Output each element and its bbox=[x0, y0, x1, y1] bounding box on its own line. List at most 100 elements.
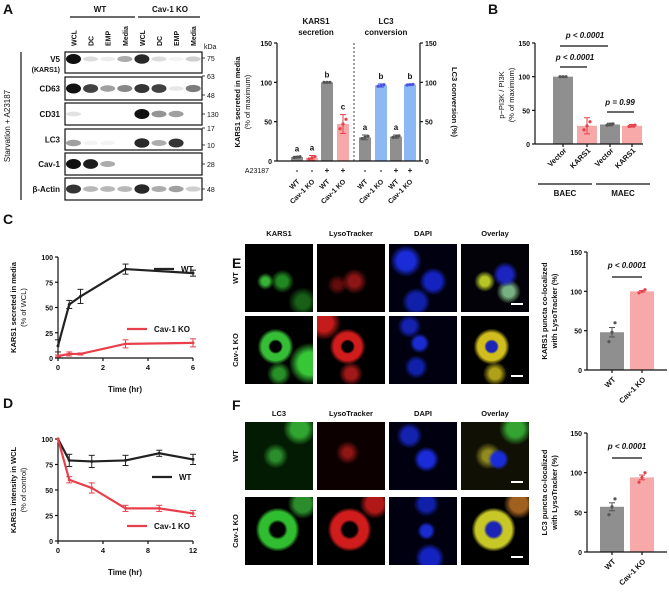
y-tick-label: 100 bbox=[570, 289, 582, 296]
data-point bbox=[613, 497, 617, 501]
data-point bbox=[376, 84, 380, 88]
blot-band bbox=[134, 83, 150, 94]
data-point bbox=[611, 122, 615, 126]
data-point bbox=[394, 135, 398, 139]
panel-label-c: C bbox=[3, 211, 13, 227]
blot-row-label: β-Actin bbox=[32, 185, 60, 194]
data-point bbox=[360, 136, 364, 141]
blot-band bbox=[151, 139, 167, 147]
treatment-sign: + bbox=[341, 166, 346, 175]
scale-bar bbox=[511, 375, 523, 377]
group-label-ko: Cav-1 KO bbox=[152, 5, 188, 14]
kda-marker: 10 bbox=[207, 143, 215, 150]
treatment-sign: - bbox=[296, 166, 299, 175]
p-value: p < 0.0001 bbox=[555, 53, 595, 62]
group-label: MAEC bbox=[611, 189, 635, 198]
treatment-sign: + bbox=[394, 166, 399, 175]
y-tick-label: 0 bbox=[49, 539, 53, 546]
x-tick-label: 12 bbox=[189, 546, 197, 555]
row-label: WT bbox=[231, 272, 240, 284]
blot-band bbox=[100, 56, 116, 62]
bar bbox=[375, 85, 387, 161]
y-tick-label: 0 bbox=[526, 142, 530, 149]
data-point bbox=[640, 475, 644, 480]
data-point bbox=[633, 123, 637, 127]
blot-band bbox=[83, 56, 99, 62]
data-point bbox=[585, 124, 589, 128]
data-point bbox=[643, 288, 647, 292]
y-tick-label: 50 bbox=[264, 120, 272, 127]
micrograph-e-lysotracker bbox=[317, 316, 385, 384]
category-label: Cav-1 KO bbox=[617, 557, 647, 587]
blot-band bbox=[100, 140, 116, 146]
blot-row-label: V5 bbox=[50, 55, 60, 64]
p-value: p = 0.99 bbox=[604, 98, 635, 107]
series-line-cav-1-ko bbox=[56, 438, 194, 515]
row-label: WT bbox=[231, 450, 240, 462]
y-tick-label: 150 bbox=[260, 41, 272, 48]
blot-band bbox=[151, 84, 167, 93]
data-point bbox=[341, 122, 345, 126]
y-tick-label: 50 bbox=[522, 108, 530, 115]
lane-label: EMP bbox=[106, 31, 113, 47]
treatment-label: A23187 bbox=[245, 168, 269, 175]
y-tick-label: 100 bbox=[425, 80, 437, 87]
treatment-sign: + bbox=[325, 166, 330, 175]
header-kars1: secretion bbox=[298, 28, 334, 37]
y-axis-label: KARS1 secreted in media bbox=[9, 261, 18, 353]
y-tick-label: 25 bbox=[45, 331, 53, 338]
micrograph-f-dapi bbox=[389, 497, 457, 565]
significance-letter: a bbox=[295, 144, 300, 153]
y-tick-label: 150 bbox=[425, 41, 437, 48]
panel-label-a: A bbox=[3, 1, 13, 17]
y-tick-label: 150 bbox=[518, 41, 530, 48]
data-point bbox=[382, 83, 386, 87]
channel-title: LysoTracker bbox=[329, 229, 373, 238]
condition-label: Starvation + A23187 bbox=[3, 89, 12, 162]
y-axis-label: LC3 puncta co-localized bbox=[540, 449, 549, 535]
x-tick-label: 4 bbox=[101, 546, 106, 555]
blot-band bbox=[100, 160, 116, 168]
micrograph-e-overlay bbox=[461, 244, 529, 312]
kda-marker: 28 bbox=[207, 162, 215, 169]
channel-title: DAPI bbox=[414, 229, 432, 238]
significance-letter: a bbox=[363, 123, 368, 132]
data-point bbox=[363, 135, 367, 139]
group-label: BAEC bbox=[554, 189, 577, 198]
blot-band bbox=[168, 86, 184, 91]
blot-band bbox=[66, 111, 81, 117]
bar bbox=[291, 157, 303, 161]
y-tick-label: 50 bbox=[574, 329, 582, 336]
channel-title: KARS1 bbox=[266, 229, 291, 238]
data-point bbox=[608, 122, 612, 127]
treatment-sign: - bbox=[311, 166, 314, 175]
series-line-wt bbox=[57, 438, 194, 463]
micrograph-e-channel bbox=[245, 316, 313, 384]
data-point bbox=[325, 80, 329, 84]
y-axis-label: (% of maximum) bbox=[243, 74, 252, 129]
header-lc3: LC3 bbox=[378, 17, 394, 26]
channel-title: LysoTracker bbox=[329, 409, 373, 418]
blot-band bbox=[151, 56, 167, 62]
x-tick-label: 6 bbox=[191, 363, 195, 372]
data-point bbox=[307, 157, 311, 161]
blot-row-label: CD31 bbox=[40, 110, 61, 119]
y-axis-label: (% of control) bbox=[19, 467, 28, 512]
y-tick-label: 100 bbox=[41, 255, 53, 262]
row-label: Cav-1 KO bbox=[231, 514, 240, 548]
category-label: Vector bbox=[546, 146, 569, 169]
blot-band bbox=[134, 184, 150, 194]
y-tick-label: 75 bbox=[45, 463, 53, 470]
header-lc3: conversion bbox=[365, 28, 408, 37]
y-tick-label: 150 bbox=[570, 431, 582, 438]
micrograph-e-dapi bbox=[389, 244, 457, 312]
data-point bbox=[582, 128, 586, 132]
significance-letter: a bbox=[394, 123, 399, 132]
blot-band bbox=[134, 138, 150, 148]
y-axis-label: (% of maximum) bbox=[507, 67, 516, 122]
lane-label: EMP bbox=[174, 31, 181, 47]
data-point bbox=[558, 75, 562, 79]
micrograph-f-dapi bbox=[389, 422, 457, 490]
y-tick-label: 0 bbox=[578, 368, 582, 375]
